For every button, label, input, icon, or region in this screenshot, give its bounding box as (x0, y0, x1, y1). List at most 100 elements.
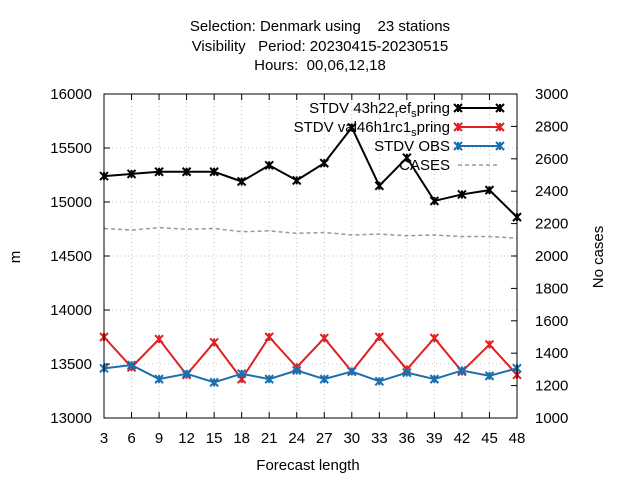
legend-label-part: pring (417, 100, 450, 117)
data-point (484, 339, 495, 350)
data-point (292, 365, 302, 376)
data-point (495, 141, 505, 151)
y-tick-label: 13500 (50, 356, 92, 373)
x-tick-label: 42 (454, 430, 471, 447)
data-point (457, 365, 467, 376)
x-tick-label: 36 (399, 430, 416, 447)
data-point (264, 374, 274, 384)
data-point (154, 167, 164, 177)
data-point (209, 337, 219, 348)
data-point (154, 374, 164, 384)
data-point (319, 333, 329, 343)
y-tick-label: 16000 (50, 86, 92, 103)
y2-tick-label: 1600 (535, 313, 568, 330)
chart-title-line-3: Hours: 00,06,12,18 (254, 57, 386, 74)
data-point (264, 160, 274, 170)
series-layer (99, 122, 522, 388)
legend-label: STDV val46h1rc1spring (294, 119, 450, 139)
y2-tick-label: 2600 (535, 151, 568, 168)
x-tick-label: 39 (426, 430, 443, 447)
data-point (374, 376, 385, 386)
y-tick-label: 14000 (50, 302, 92, 319)
legend-label-part: s (411, 127, 417, 139)
x-tick-label: 45 (481, 430, 498, 447)
series-line (103, 226, 518, 239)
y2-tick-label: 1200 (535, 378, 568, 395)
x-tick-label: 33 (371, 430, 388, 447)
data-point (429, 374, 440, 384)
x-tick-label: 21 (261, 430, 278, 447)
series-line (103, 364, 518, 384)
x-tick-label: 3 (100, 430, 108, 447)
y-tick-label: 14500 (50, 248, 92, 265)
data-point (429, 333, 440, 343)
data-point (495, 122, 505, 132)
data-point (495, 103, 505, 113)
x-tick-label: 15 (206, 430, 223, 447)
x-tick-label: 27 (316, 430, 333, 447)
y2-tick-label: 2000 (535, 248, 568, 265)
data-point (264, 332, 274, 342)
data-point (374, 181, 385, 191)
y2-tick-label: 1000 (535, 410, 568, 427)
legend-label-part: s (411, 108, 417, 120)
legend-label: STDV OBS (374, 138, 450, 155)
data-point (126, 360, 137, 370)
y2-tick-label: 3000 (535, 86, 568, 103)
data-point (457, 189, 467, 200)
data-point (453, 122, 463, 132)
data-point (374, 332, 385, 342)
data-point (402, 367, 412, 378)
data-point (347, 366, 357, 377)
data-point (319, 158, 329, 168)
data-point (209, 377, 219, 388)
y2-tick-label: 2200 (535, 216, 568, 233)
y-tick-label: 15500 (50, 140, 92, 157)
data-point (319, 374, 329, 384)
y2-tick-label: 2800 (535, 118, 568, 135)
y-tick-label: 13000 (50, 410, 92, 427)
x-tick-label: 30 (343, 430, 360, 447)
data-point (154, 334, 164, 344)
data-point (181, 369, 192, 379)
data-point (484, 185, 495, 195)
series-line (103, 335, 518, 381)
x-axis-label: Forecast length (256, 457, 359, 474)
series-0 (99, 122, 522, 222)
y2-tick-label: 1800 (535, 280, 568, 297)
data-point (236, 176, 247, 187)
series-2 (99, 360, 522, 388)
legend-label: CASES (399, 157, 450, 174)
y2-tick-label: 1400 (535, 345, 568, 362)
legend-label-part: r (395, 108, 399, 120)
legend-label: STDV 43h22refspring (309, 100, 450, 120)
data-point (453, 141, 463, 151)
x-tick-label: 6 (127, 430, 135, 447)
x-tick-label: 12 (178, 430, 195, 447)
legend-label-part: ef (399, 100, 412, 117)
data-point (126, 169, 137, 179)
legend-label-part: STDV val46h1rc1 (294, 119, 412, 136)
data-point (347, 122, 357, 133)
axes: 3 6 9 12 15 18 21 24 27 30 33 36 39 42 45 4813000135001… (50, 86, 568, 447)
y-tick-label: 15000 (50, 194, 92, 211)
series-3 (103, 226, 518, 239)
data-point (429, 196, 440, 206)
data-point (236, 369, 247, 379)
y2-axis-label: No cases (590, 226, 607, 289)
chart-title-line-1: Selection: Denmark using 23 stations (189, 18, 451, 35)
data-point (402, 153, 412, 163)
legend-label-part: STDV 43h22 (309, 100, 395, 117)
legend-label-part: STDV OBS (374, 138, 450, 155)
y-axis-label: m (7, 251, 24, 264)
x-tick-label: 18 (233, 430, 250, 447)
data-point (484, 371, 495, 381)
legend-label-part: pring (417, 119, 450, 136)
y2-tick-label: 2400 (535, 183, 568, 200)
x-tick-label: 24 (288, 430, 305, 447)
data-point (453, 103, 463, 113)
data-point (209, 167, 219, 177)
legend-label-part: CASES (399, 157, 450, 174)
